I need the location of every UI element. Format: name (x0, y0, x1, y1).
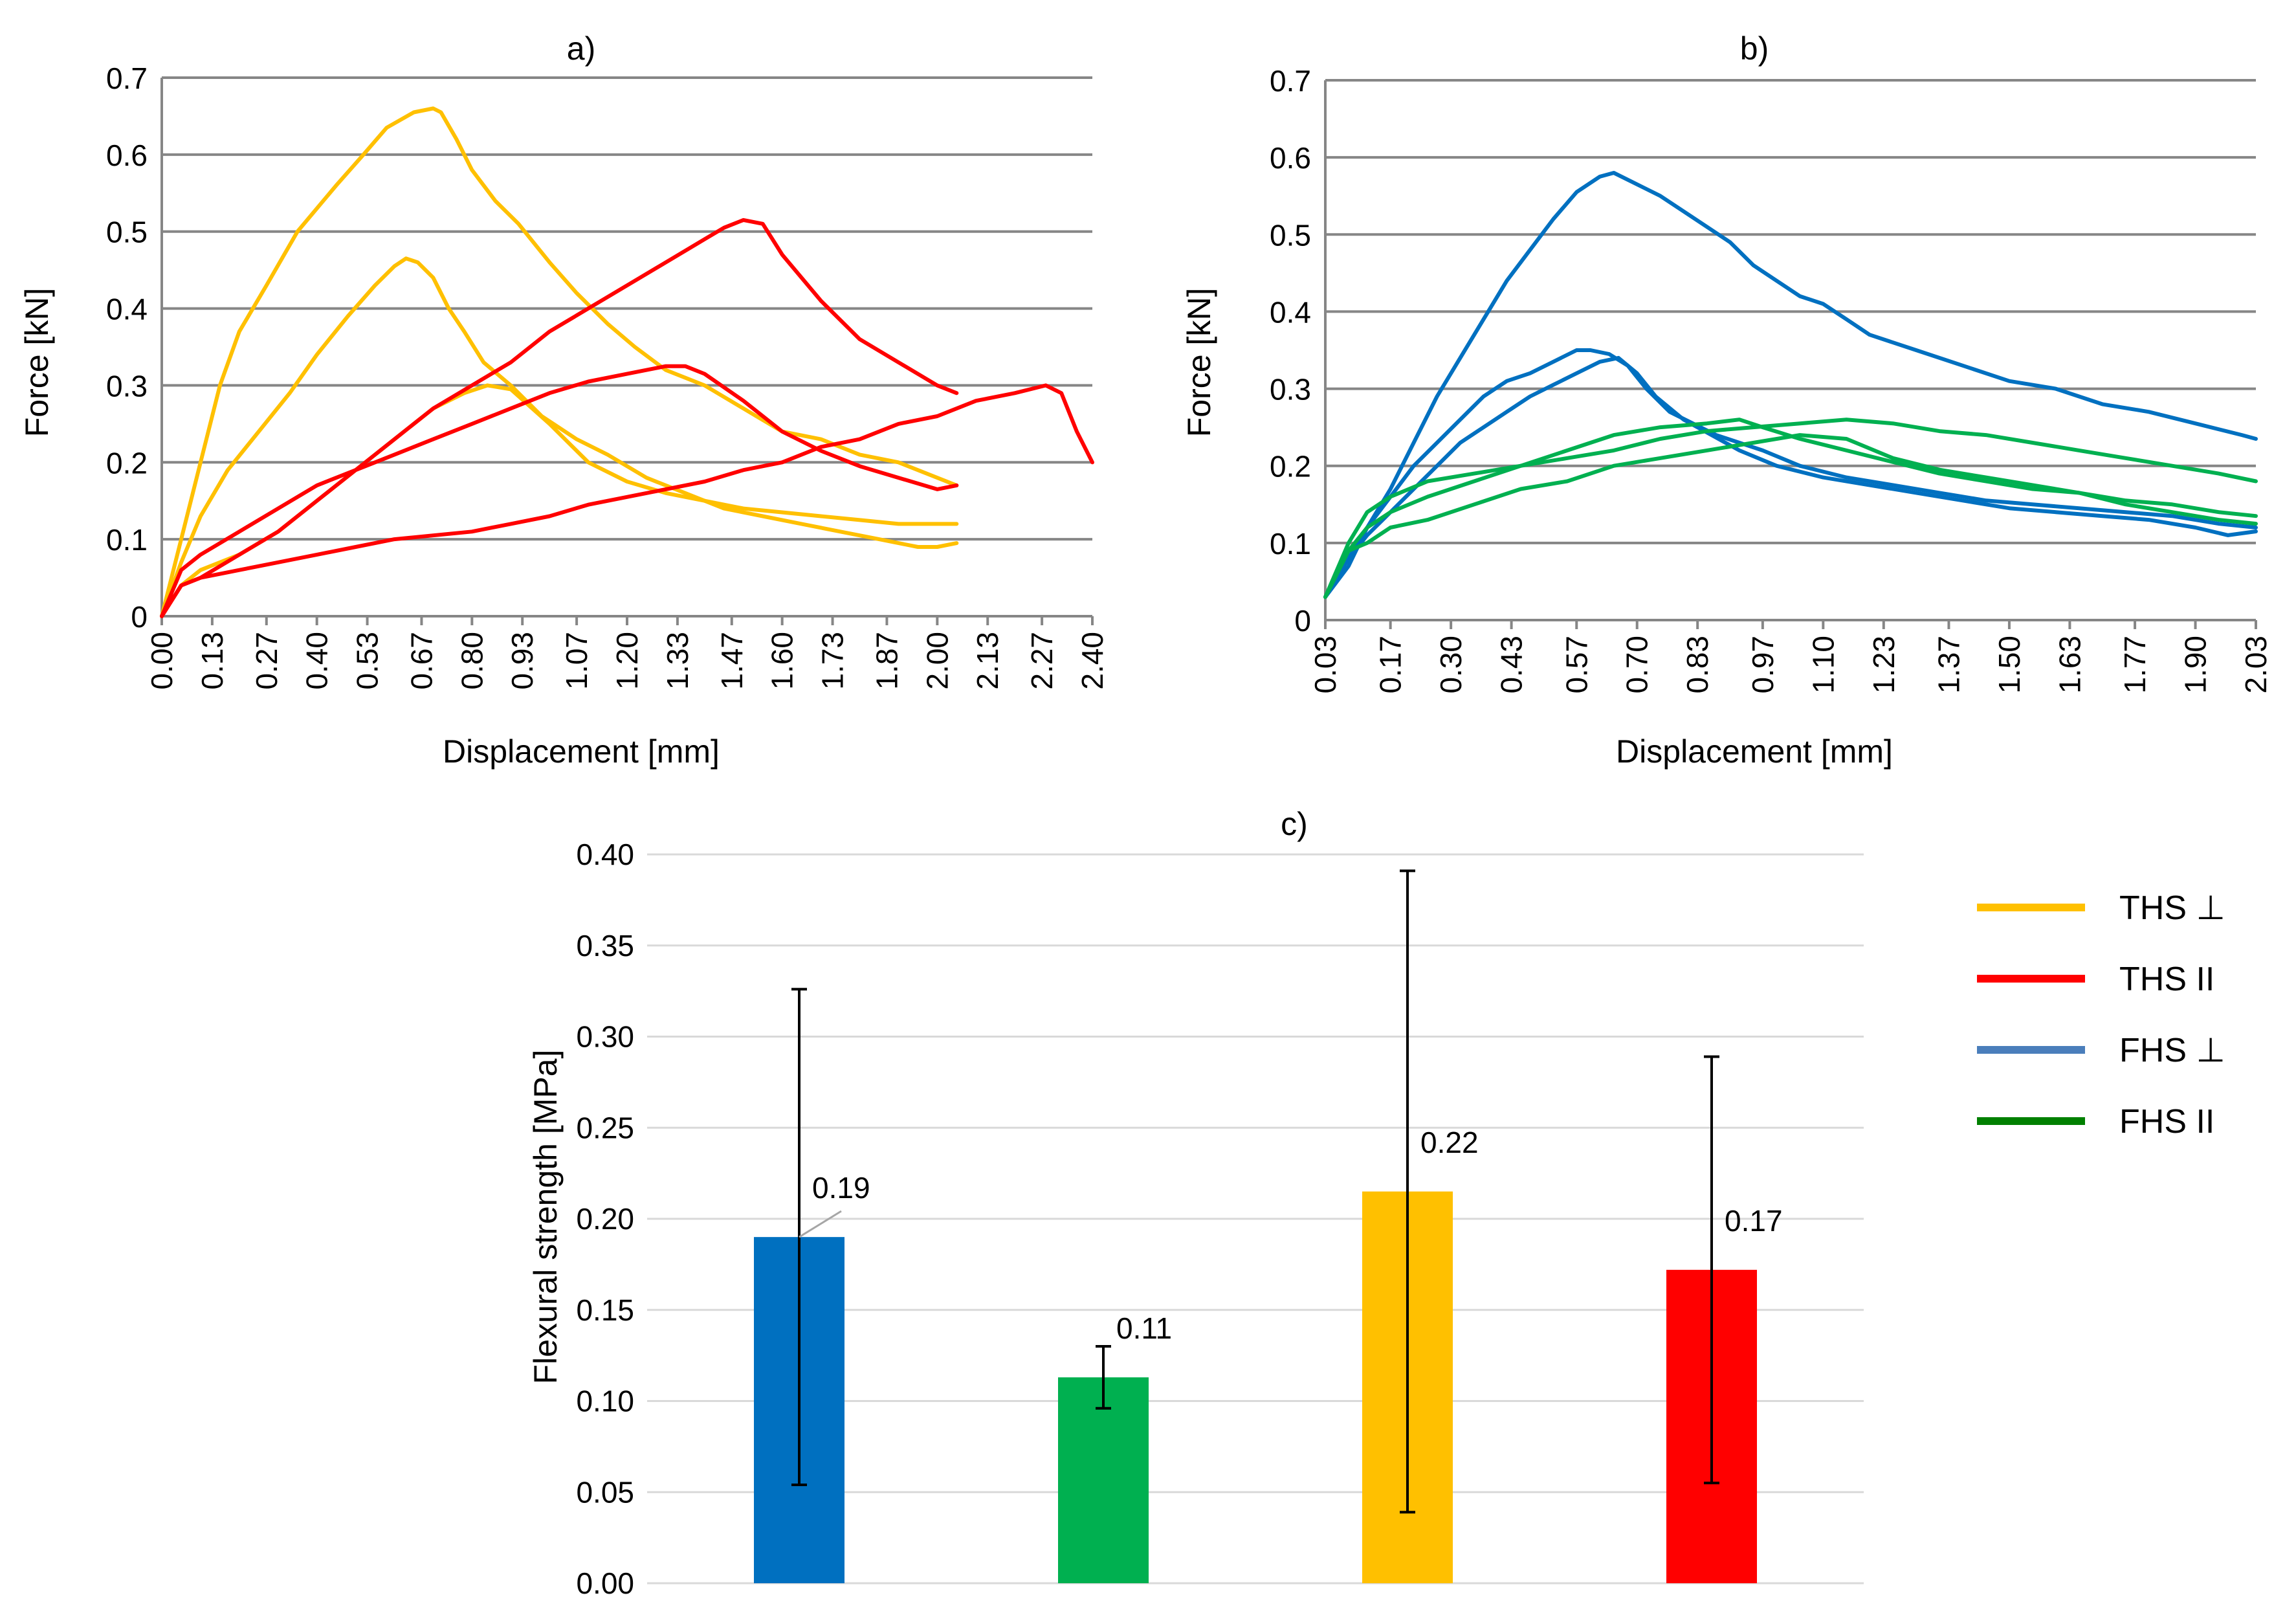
panel-a-series-line (160, 383, 959, 618)
panel-a-y-axis-label: Force [kN] (19, 288, 55, 438)
legend: THS ⊥ THS II FHS ⊥ FHS II (1977, 889, 2225, 1140)
panel-b-series-line (1323, 355, 2258, 599)
panel-c-y-tick-label: 0.25 (576, 1111, 634, 1144)
panel-a-x-axis-label: Displacement [mm] (443, 733, 720, 770)
panel-c-y-axis-label: Flexural strength [MPa] (527, 1050, 564, 1385)
panel-b-title: b) (1740, 30, 1769, 67)
panel-a-series-line (160, 256, 959, 618)
panel-b-y-tick-label: 0.7 (1270, 64, 1311, 98)
panel-b-x-tick-label: 1.90 (2179, 636, 2213, 694)
panel-a-y-tick-label: 0.2 (106, 446, 148, 480)
panel-a-x-tick-label: 1.47 (715, 632, 749, 690)
panel-a-x-tick-label: 0.80 (455, 632, 489, 690)
panel-c-y-tick-label: 0.35 (576, 929, 634, 962)
panel-a-series-line (160, 364, 959, 618)
panel-b-x-tick-label: 0.70 (1620, 636, 1654, 694)
panel-b-x-tick-label: 0.83 (1681, 636, 1714, 694)
panel-b-x-tick-label: 0.43 (1495, 636, 1529, 694)
legend-label: THS ⊥ (2119, 889, 2225, 927)
panel-b-x-tick-label: 1.37 (1932, 636, 1965, 694)
panel-a-series-line (160, 383, 1094, 618)
panel-c-y-tick-label: 0.05 (576, 1475, 634, 1509)
panel-b-x-tick-label: 0.17 (1374, 636, 1407, 694)
panel-b-y-tick-label: 0.3 (1270, 373, 1311, 406)
panel-a-x-tick-label: 0.67 (404, 632, 438, 690)
panel-b-y-tick-label: 0.1 (1270, 527, 1311, 561)
panel-b-y-tick-label: 0.5 (1270, 218, 1311, 252)
panel-a-x-tick-label: 0.27 (250, 632, 283, 690)
panel-a-x-tick-label: 0.00 (145, 632, 179, 690)
panel-c-y-tick-label: 0.00 (576, 1566, 634, 1600)
panel-b-x-axis-label: Displacement [mm] (1616, 733, 1893, 770)
panel-b-x-tick-label: 1.23 (1867, 636, 1901, 694)
panel-b-x-tick-label: 0.03 (1308, 636, 1342, 694)
panel-a-y-tick-label: 0.7 (106, 61, 148, 95)
panel-a-y-tick-label: 0.3 (106, 369, 148, 403)
panel-c-y-tick-label: 0.30 (576, 1020, 634, 1054)
panel-b-x-tick-label: 1.50 (1992, 636, 2026, 694)
panel-c-bar-chart: c) Flexural strength [MPa] 0.00 0.05 0.10 0… (527, 806, 1864, 1600)
panel-b-x-tick-label: 1.63 (2053, 636, 2086, 694)
panel-a-x-tick-label: 1.87 (870, 632, 903, 690)
panel-b-x-tick-label: 0.97 (1746, 636, 1780, 694)
panel-b-series-line (1323, 171, 2258, 599)
panel-a-x-tick-label: 2.40 (1076, 632, 1109, 690)
panel-b-x-tick-label: 0.57 (1560, 636, 1593, 694)
panel-b-y-tick-label: 0.6 (1270, 141, 1311, 175)
panel-a-y-tick-label: 0.1 (106, 523, 148, 557)
panel-a-y-tick-label: 0.4 (106, 293, 148, 326)
panel-a-line-chart: a) Force [kN] Displacement [mm] 0 0.1 0.2 0… (19, 30, 1109, 770)
panel-a-x-tick-label: 0.93 (505, 632, 539, 690)
panel-b-series-line (1323, 433, 2258, 599)
panel-c-y-tick-label: 0.20 (576, 1202, 634, 1236)
panel-c-value-label: 0.19 (812, 1171, 870, 1205)
panel-a-x-tick-label: 1.73 (816, 632, 850, 690)
panel-b-y-tick-label: 0.4 (1270, 295, 1311, 329)
panel-a-x-tick-label: 1.20 (610, 632, 644, 690)
panel-a-x-tick-label: 1.60 (766, 632, 799, 690)
panel-a-x-tick-label: 1.33 (661, 632, 694, 690)
panel-c-y-tick-label: 0.40 (576, 838, 634, 871)
panel-a-x-tick-label: 2.27 (1025, 632, 1059, 690)
panel-c-value-label: 0.11 (1116, 1311, 1172, 1345)
panel-c-y-tick-label: 0.15 (576, 1293, 634, 1327)
panel-c-value-label: 0.22 (1420, 1126, 1479, 1159)
panel-a-x-tick-label: 2.13 (971, 632, 1004, 690)
legend-label: FHS II (2119, 1103, 2214, 1140)
panel-b-x-tick-label: 2.03 (2239, 636, 2273, 694)
panel-a-x-tick-label: 0.53 (351, 632, 384, 690)
panel-a-series-line (160, 217, 959, 618)
panel-c-value-label: 0.17 (1725, 1204, 1783, 1238)
panel-c-bar (1058, 1377, 1149, 1583)
panel-a-x-tick-label: 2.00 (920, 632, 954, 690)
panel-a-y-tick-label: 0 (131, 600, 148, 634)
panel-b-y-tick-label: 0.2 (1270, 450, 1311, 484)
panel-a-title: a) (567, 30, 595, 67)
panel-a-y-tick-label: 0.5 (106, 216, 148, 249)
panel-b-x-tick-label: 1.10 (1806, 636, 1840, 694)
panel-a-x-tick-label: 1.07 (560, 632, 593, 690)
panel-c-title: c) (1281, 806, 1308, 842)
panel-b-y-axis-label: Force [kN] (1181, 288, 1217, 438)
panel-a-x-tick-label: 0.40 (300, 632, 334, 690)
panel-b-x-tick-label: 1.77 (2118, 636, 2152, 694)
legend-label: FHS ⊥ (2119, 1032, 2225, 1069)
panel-a-x-tick-label: 0.13 (195, 632, 229, 690)
panel-b-series-line (1323, 417, 2258, 599)
panel-b-x-tick-label: 0.30 (1434, 636, 1468, 694)
panel-a-y-tick-label: 0.6 (106, 139, 148, 172)
panel-b-line-chart: b) Force [kN] Displacement [mm] 0 0.1 0.2 0… (1181, 30, 2273, 770)
panel-c-y-tick-label: 0.10 (576, 1385, 634, 1418)
panel-b-y-tick-label: 0 (1294, 604, 1311, 638)
panel-c-label-leader (799, 1210, 842, 1238)
legend-label: THS II (2119, 961, 2214, 998)
